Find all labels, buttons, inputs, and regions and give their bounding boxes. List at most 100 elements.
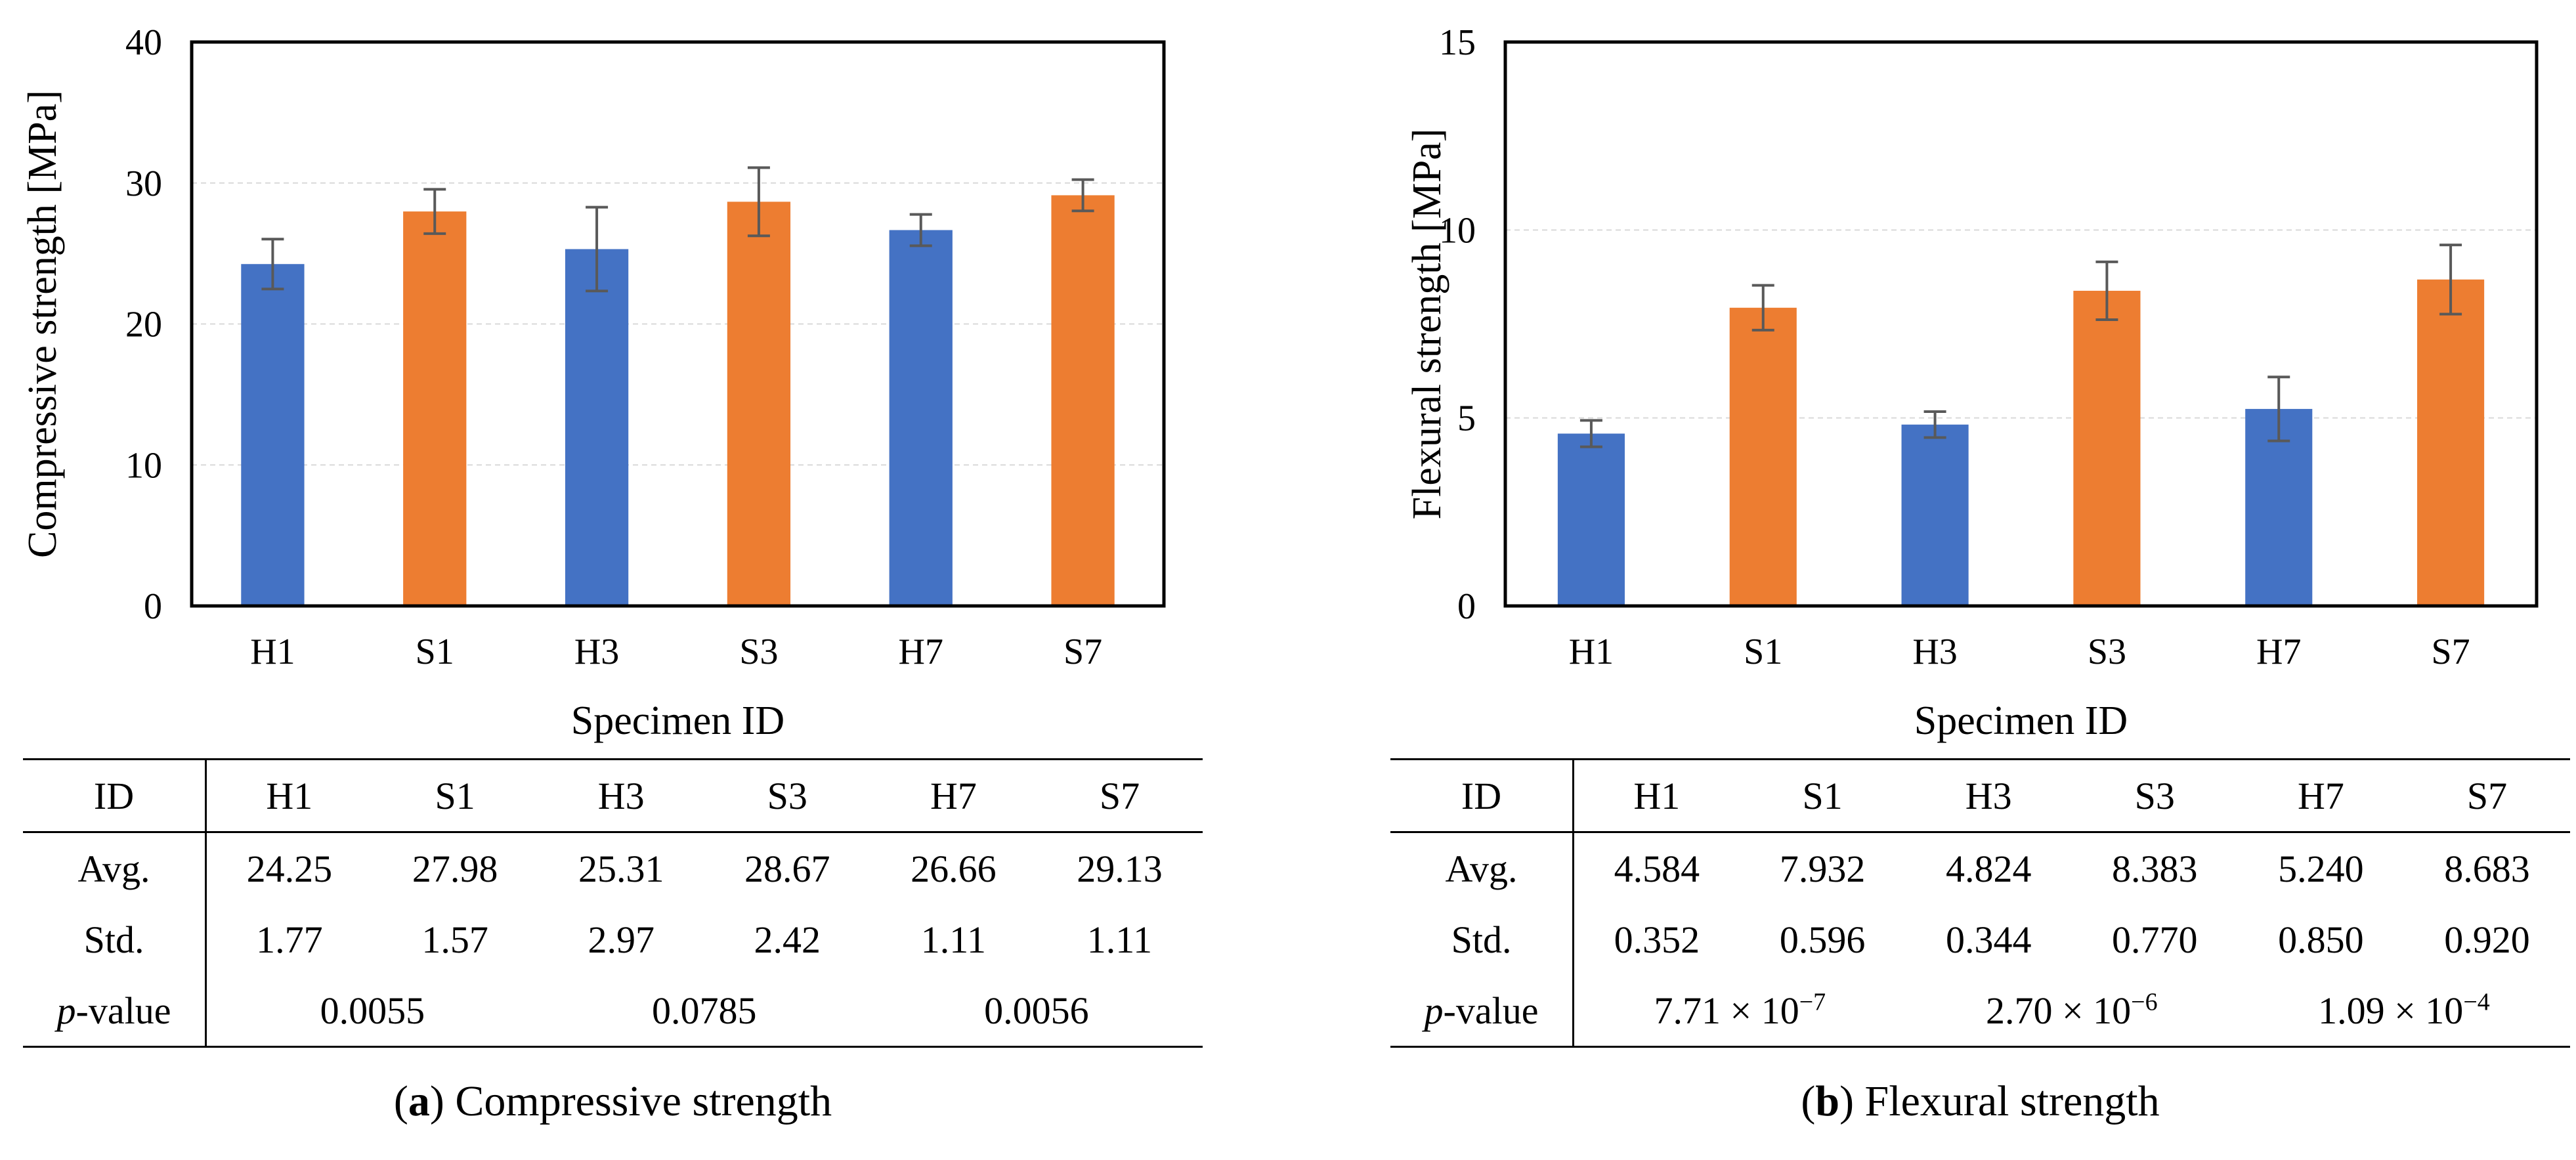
- y-tick-label: 0: [1457, 586, 1476, 627]
- table-cell: 8.683: [2444, 847, 2530, 890]
- p-value-cell: 0.0785: [538, 975, 870, 1048]
- y-tick-label: 30: [125, 163, 162, 204]
- table-cell: 4.584: [1614, 847, 1700, 890]
- y-tick-label: 10: [125, 445, 162, 486]
- table-cell: 1.11: [1086, 918, 1153, 961]
- table-header-cell: S1: [372, 758, 538, 833]
- row-label-p-value: p-value: [23, 975, 207, 1048]
- flexural-strength-chart: H1 S1 H3 S3 H7 S7 0 5 10 15 Specimen ID Flexural st…: [1405, 22, 2539, 743]
- table-row-std: Std. 1.77 1.57 2.97 2.42 1.11 1.11: [23, 904, 1203, 975]
- bar: [1729, 307, 1797, 606]
- table-cell: 2.97: [588, 918, 655, 961]
- table-header-cell: S7: [1036, 758, 1203, 833]
- x-tick-label: S3: [2088, 632, 2126, 672]
- table-cell: 1.57: [421, 918, 488, 961]
- compressive-strength-table: ID H1 S1 H3 S3 H7 S7 Avg. 24.25 27.98 25…: [23, 758, 1203, 1048]
- table-header-cell: S1: [1739, 758, 1906, 833]
- table-cell: 0.850: [2278, 918, 2364, 961]
- table-cell: 28.67: [744, 847, 830, 890]
- p-value-cell: 0.0056: [870, 975, 1203, 1048]
- table-row-avg: Avg. 24.25 27.98 25.31 28.67 26.66 29.13: [23, 832, 1203, 904]
- table-cell: 1.77: [256, 918, 323, 961]
- table-cell: 24.25: [246, 847, 333, 890]
- table-header-cell: ID: [23, 758, 207, 833]
- x-tick-label: S3: [739, 632, 778, 672]
- table-header-cell: ID: [1390, 758, 1575, 833]
- row-label-std: Std.: [23, 904, 207, 975]
- table-header-cell: H3: [1905, 758, 2072, 833]
- bar: [403, 211, 467, 606]
- row-label-std: Std.: [1390, 904, 1575, 975]
- row-label-avg: Avg.: [23, 832, 207, 904]
- x-tick-label: S7: [1063, 632, 1102, 672]
- x-tick-label: H1: [1569, 632, 1614, 672]
- y-axis-title: Flexural strength [MPa]: [1405, 129, 1449, 520]
- x-tick-label: S1: [416, 632, 454, 672]
- bar: [241, 264, 305, 606]
- x-tick-label: S1: [1744, 632, 1782, 672]
- y-tick-label: 40: [125, 22, 162, 63]
- plot-frame: [190, 40, 1166, 608]
- bar: [2417, 279, 2485, 606]
- table-header-row: ID H1 S1 H3 S3 H7 S7: [23, 758, 1203, 833]
- table-cell: 0.596: [1779, 918, 1866, 961]
- table-row-p-value: p-value 0.0055 0.0785 0.0056: [23, 975, 1203, 1048]
- table-header-cell: H3: [538, 758, 704, 833]
- p-value-cell: 0.0055: [205, 975, 538, 1048]
- x-axis-title: Specimen ID: [1914, 698, 2128, 743]
- table-header-cell: H7: [870, 758, 1037, 833]
- y-tick-label: 0: [144, 586, 162, 627]
- row-label-p-value: p-value: [1390, 975, 1575, 1048]
- p-value-cell: 7.71 × 10−7: [1573, 975, 1906, 1048]
- table-header-cell: H7: [2237, 758, 2404, 833]
- x-tick-label: H7: [2256, 632, 2301, 672]
- table-cell: 7.932: [1779, 847, 1866, 890]
- table-row-avg: Avg. 4.584 7.932 4.824 8.383 5.240 8.683: [1390, 832, 2570, 904]
- x-tick-label: H7: [899, 632, 943, 672]
- bar: [1901, 424, 1969, 606]
- p-value-cell: 1.09 × 10−4: [2237, 975, 2570, 1048]
- table-cell: 0.770: [2112, 918, 2198, 961]
- bar: [1557, 433, 1625, 606]
- table-cell: 5.240: [2278, 847, 2364, 890]
- y-tick-label: 10: [1439, 210, 1476, 251]
- table-cell: 0.920: [2444, 918, 2530, 961]
- table-cell: 27.98: [412, 847, 498, 890]
- bar: [889, 230, 953, 606]
- plot-frame: [1503, 40, 2539, 608]
- table-header-cell: S3: [2071, 758, 2238, 833]
- y-tick-label: 20: [125, 305, 162, 345]
- table-cell: 1.11: [920, 918, 987, 961]
- table-cell: 8.383: [2112, 847, 2198, 890]
- p-value-cell: 2.70 × 10−6: [1905, 975, 2238, 1048]
- table-cell: 29.13: [1077, 847, 1163, 890]
- y-tick-label: 5: [1457, 398, 1476, 439]
- x-tick-label: H3: [1912, 632, 1957, 672]
- x-tick-label: S7: [2432, 632, 2470, 672]
- bar: [1051, 195, 1115, 607]
- bar: [727, 202, 791, 606]
- table-cell: 0.344: [1945, 918, 2032, 961]
- table-header-row: ID H1 S1 H3 S3 H7 S7: [1390, 758, 2570, 833]
- table-row-p-value: p-value 7.71 × 10−7 2.70 × 10−6 1.09 × 1…: [1390, 975, 2570, 1048]
- table-row-std: Std. 0.352 0.596 0.344 0.770 0.850 0.920: [1390, 904, 2570, 975]
- table-cell: 0.352: [1614, 918, 1700, 961]
- x-tick-label: H3: [574, 632, 619, 672]
- table-header-cell: H1: [1573, 758, 1740, 833]
- table-header-cell: H1: [205, 758, 372, 833]
- row-label-avg: Avg.: [1390, 832, 1575, 904]
- y-tick-label: 15: [1439, 22, 1476, 63]
- y-axis-title: Compressive strength [MPa]: [20, 90, 65, 558]
- x-tick-label: H1: [250, 632, 295, 672]
- bar: [565, 249, 629, 606]
- table-cell: 2.42: [754, 918, 821, 961]
- table-header-cell: S3: [704, 758, 870, 833]
- compressive-strength-chart: H1 S1 H3 S3 H7 S7 0 10 20 30 40 Specimen ID Compress…: [20, 22, 1166, 743]
- caption-b: (b) Flexural strength: [1801, 1077, 2160, 1125]
- table-cell: 4.824: [1945, 847, 2032, 890]
- table-header-cell: S7: [2403, 758, 2570, 833]
- caption-a: (a) Compressive strength: [393, 1077, 832, 1125]
- table-cell: 25.31: [578, 847, 664, 890]
- bar: [2073, 290, 2141, 606]
- flexural-strength-table: ID H1 S1 H3 S3 H7 S7 Avg. 4.584 7.932 4.…: [1390, 758, 2570, 1048]
